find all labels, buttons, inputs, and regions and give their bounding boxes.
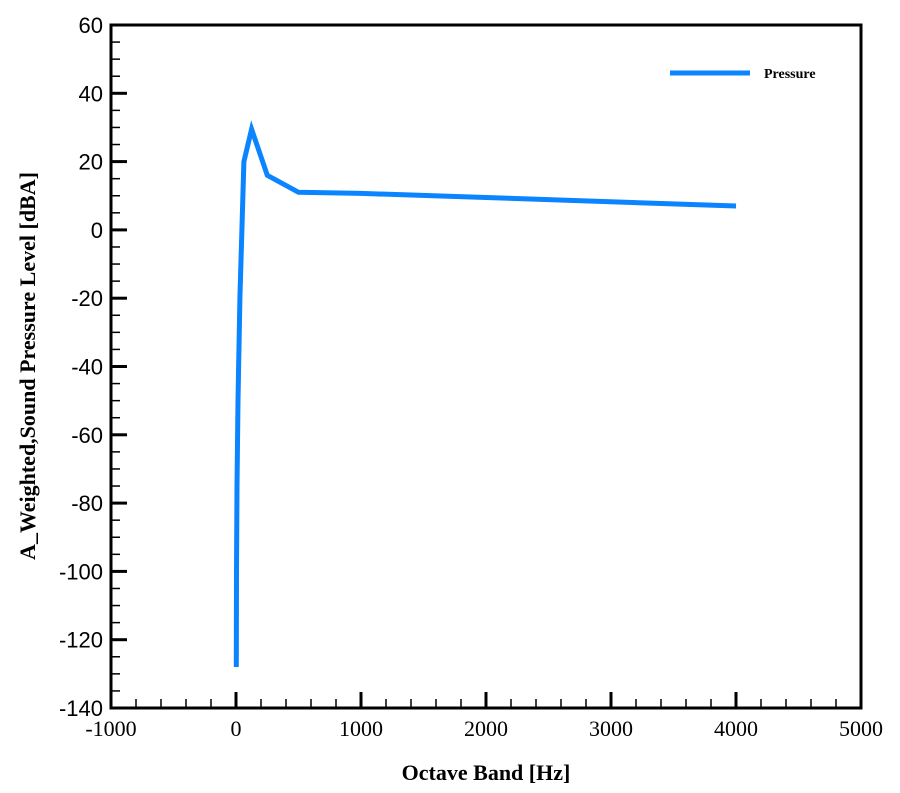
- tick-label: 0: [231, 716, 242, 741]
- tick-label: 0: [91, 218, 103, 243]
- y-axis-title: A_Weighted,Sound Pressure Level [dBA]: [15, 172, 40, 560]
- pressure-series-line: [233, 120, 737, 668]
- legend: Pressure: [670, 67, 816, 82]
- tick-label: -40: [71, 355, 103, 380]
- tick-label: 20: [79, 150, 103, 175]
- tick-label: 1000: [339, 716, 383, 741]
- tick-label: 3000: [589, 716, 633, 741]
- tick-label: 2000: [464, 716, 508, 741]
- tick-label: -60: [71, 423, 103, 448]
- tick-label: 4000: [714, 716, 758, 741]
- tick-label: -140: [59, 696, 103, 721]
- tick-label: 5000: [839, 716, 883, 741]
- tick-label: -20: [71, 286, 103, 311]
- tick-label: -80: [71, 491, 103, 516]
- legend-label: Pressure: [764, 67, 816, 82]
- x-axis-title: Octave Band [Hz]: [402, 760, 571, 785]
- axis-ticks: [109, 23, 863, 710]
- tick-label: -1000: [85, 716, 136, 741]
- plot-frame: [109, 23, 863, 710]
- tick-label: 40: [79, 81, 103, 106]
- tick-labels: -1000 0 1000 2000 3000 4000 5000 60 40 20 0 -20 -40 -…: [59, 13, 883, 741]
- tick-label: -120: [59, 628, 103, 653]
- tick-label: -100: [59, 559, 103, 584]
- tick-label: 60: [79, 13, 103, 38]
